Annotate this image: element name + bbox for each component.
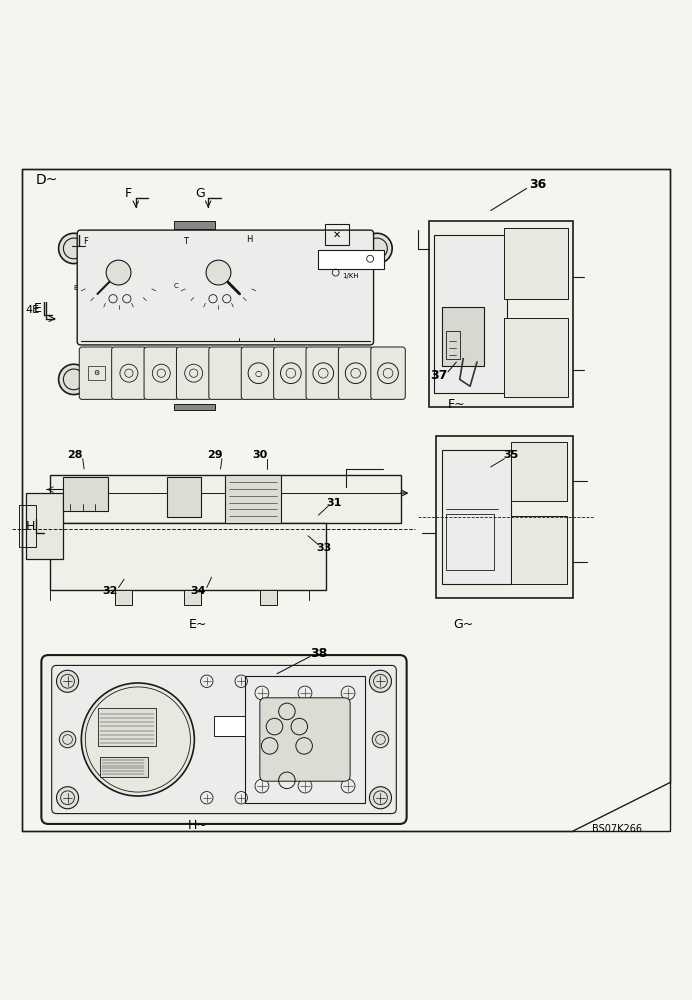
Bar [26, 493, 64, 559]
Text: 35: 35 [504, 450, 519, 460]
Text: ⚙: ⚙ [93, 370, 100, 376]
Bar [435, 436, 574, 598]
Text: 33: 33 [316, 543, 331, 553]
Circle shape [59, 233, 89, 264]
Bar [511, 442, 567, 501]
Circle shape [362, 364, 392, 395]
Bar [442, 307, 484, 366]
Bar [100, 757, 148, 777]
FancyBboxPatch shape [371, 347, 406, 399]
Bar [184, 590, 201, 605]
Bar [260, 590, 277, 605]
Wedge shape [440, 379, 493, 406]
Bar [89, 366, 104, 380]
Text: G~: G~ [453, 618, 473, 631]
FancyBboxPatch shape [52, 665, 397, 814]
Bar [167, 477, 201, 517]
FancyBboxPatch shape [144, 347, 179, 399]
Text: T: T [183, 237, 188, 246]
FancyBboxPatch shape [176, 347, 211, 399]
Bar [434, 235, 507, 393]
FancyBboxPatch shape [209, 347, 244, 399]
Bar [442, 450, 511, 584]
Text: 34: 34 [190, 586, 206, 596]
FancyBboxPatch shape [80, 347, 113, 399]
Bar [245, 676, 365, 803]
Bar [226, 475, 280, 523]
Text: H: H [26, 520, 35, 533]
Circle shape [372, 731, 389, 748]
Bar [325, 224, 349, 245]
Text: H~: H~ [188, 819, 208, 832]
Text: 28: 28 [66, 450, 82, 460]
Bar [446, 331, 459, 359]
Text: E: E [73, 285, 78, 291]
Circle shape [60, 731, 76, 748]
FancyBboxPatch shape [78, 230, 374, 345]
Circle shape [370, 670, 392, 692]
Text: 38: 38 [310, 647, 327, 660]
Text: ○: ○ [255, 369, 262, 378]
Bar [174, 404, 215, 410]
Text: 4E: 4E [25, 305, 39, 315]
Circle shape [370, 787, 392, 809]
Text: 29: 29 [207, 450, 223, 460]
FancyBboxPatch shape [260, 698, 350, 781]
Bar [174, 221, 215, 229]
Text: D~: D~ [36, 173, 58, 187]
FancyBboxPatch shape [45, 213, 406, 415]
Bar [50, 523, 326, 590]
Text: 36: 36 [529, 178, 546, 191]
Text: E~: E~ [189, 618, 207, 631]
Bar [504, 228, 567, 299]
Bar [50, 475, 401, 523]
Bar [446, 514, 494, 570]
Circle shape [57, 787, 79, 809]
Circle shape [106, 260, 131, 285]
Text: F~: F~ [448, 398, 465, 411]
Text: G: G [195, 187, 205, 200]
Text: F: F [125, 187, 132, 200]
Bar [511, 516, 567, 584]
FancyBboxPatch shape [111, 347, 146, 399]
Text: E: E [34, 302, 42, 315]
Bar [19, 505, 36, 547]
FancyBboxPatch shape [42, 655, 407, 824]
Text: H: H [246, 235, 253, 244]
Bar [318, 250, 384, 269]
Text: 32: 32 [102, 586, 118, 596]
Circle shape [57, 670, 79, 692]
Bar [98, 708, 156, 746]
Circle shape [82, 683, 194, 796]
Text: ✕: ✕ [333, 230, 341, 240]
FancyBboxPatch shape [242, 347, 275, 399]
Text: BS07K266: BS07K266 [592, 824, 642, 834]
Text: 37: 37 [430, 369, 448, 382]
Circle shape [206, 260, 231, 285]
Bar [429, 221, 574, 407]
FancyBboxPatch shape [338, 347, 373, 399]
Text: 1/KH: 1/KH [343, 273, 359, 279]
Circle shape [362, 233, 392, 264]
Text: 31: 31 [326, 498, 341, 508]
Bar [64, 477, 108, 511]
Text: F: F [83, 237, 88, 246]
Bar [214, 716, 255, 736]
Text: 30: 30 [252, 450, 268, 460]
FancyBboxPatch shape [306, 347, 340, 399]
Circle shape [59, 364, 89, 395]
Bar [115, 590, 132, 605]
FancyBboxPatch shape [273, 347, 308, 399]
Bar [504, 318, 567, 397]
Text: C: C [174, 283, 178, 289]
